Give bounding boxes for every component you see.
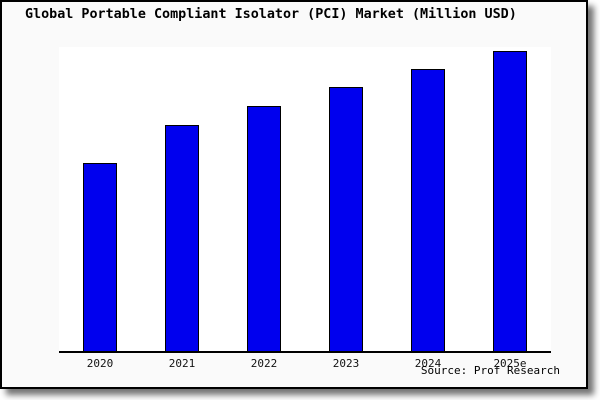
x-tick-label-2021: 2021 [168,357,196,370]
x-tick-label-2022: 2022 [250,357,278,370]
bar-slot-2025e: 2025e [469,47,551,370]
bar-slot-2020: 2020 [59,47,141,370]
bar-2022 [247,105,281,351]
bar-slot-2022: 2022 [223,47,305,370]
bar-slot-2023: 2023 [305,47,387,370]
bar-2020 [83,162,117,351]
bar-slot-2021: 2021 [141,47,223,370]
source-text: Source: Prof Research [420,364,560,377]
x-tick-label-2024: 2024 [414,357,442,370]
x-tick-label-2023: 2023 [332,357,360,370]
bar-series: 2020 2021 2022 2023 2024 2025e [59,47,551,370]
x-tick-label-2025e: 2025e [493,357,527,370]
chart-frame: Global Portable Compliant Isolator (PCI)… [0,0,588,389]
bar-slot-2024: 2024 [387,47,469,370]
bar-2024 [411,69,445,351]
bar-2021 [165,125,199,351]
x-tick-label-2020: 2020 [86,357,114,370]
plot-area: 2020 2021 2022 2023 2024 2025e [59,47,551,370]
bar-2025e [493,51,527,351]
bar-2023 [329,87,363,351]
chart-title: Global Portable Compliant Isolator (PCI)… [25,7,517,22]
